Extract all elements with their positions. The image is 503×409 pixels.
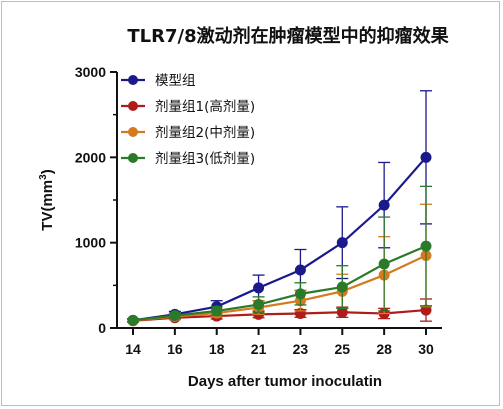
x-tick-label: 16 xyxy=(167,341,183,357)
y-tick-label: 3000 xyxy=(75,64,106,80)
data-point xyxy=(253,282,265,294)
legend-label: 剂量组3(低剂量) xyxy=(155,151,255,167)
series-line xyxy=(132,308,427,322)
y-tick-label: 2000 xyxy=(75,149,106,165)
x-tick-label: 18 xyxy=(209,341,225,357)
legend-item: 模型组 xyxy=(121,73,196,89)
series-line xyxy=(132,245,427,322)
legend-swatch-marker xyxy=(128,75,138,85)
legend-label: 剂量组1(高剂量) xyxy=(155,98,255,115)
data-point xyxy=(294,288,306,300)
legend-label: 剂量组2(中剂量) xyxy=(155,125,255,141)
data-point xyxy=(420,151,432,163)
data-point xyxy=(294,264,306,276)
y-tick-label: 0 xyxy=(98,320,106,336)
y-axis-label: TV(mm3) xyxy=(38,169,56,230)
series-line xyxy=(132,156,427,322)
data-point xyxy=(253,299,265,311)
data-point xyxy=(336,281,348,293)
data-point xyxy=(336,237,348,249)
x-tick-label: 30 xyxy=(418,341,434,357)
x-tick-label: 25 xyxy=(334,341,350,357)
legend-swatch-marker xyxy=(128,153,138,163)
legend-label: 模型组 xyxy=(155,73,196,89)
x-tick-label: 28 xyxy=(376,341,392,357)
x-axis-label: Days after tumor inoculatin xyxy=(188,373,382,390)
legend-item: 剂量组2(中剂量) xyxy=(121,125,255,141)
x-tick-label: 23 xyxy=(293,341,309,357)
data-point xyxy=(169,310,181,322)
data-point xyxy=(378,258,390,270)
legend-swatch-marker xyxy=(128,101,138,111)
data-point xyxy=(378,199,390,211)
x-tick-label: 14 xyxy=(125,341,141,357)
legend-item: 剂量组3(低剂量) xyxy=(121,151,255,167)
data-point xyxy=(211,305,223,317)
x-tick-label: 21 xyxy=(251,341,267,357)
series-3 xyxy=(127,185,432,326)
legend-item: 剂量组1(高剂量) xyxy=(121,98,255,115)
data-point xyxy=(420,240,432,252)
legend-swatch-marker xyxy=(128,127,138,137)
data-point xyxy=(127,314,139,326)
chart-title: TLR7/8激动剂在肿瘤模型中的抑瘤效果 xyxy=(127,25,449,47)
y-tick-label: 1000 xyxy=(75,235,106,251)
